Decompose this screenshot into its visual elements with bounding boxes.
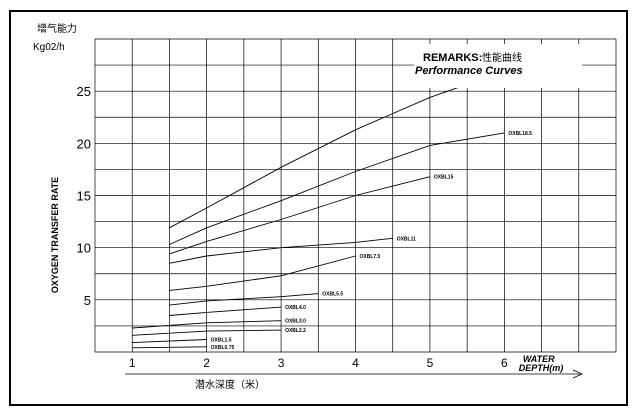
x-axis-label-en: WATER DEPTH(m) [519, 354, 564, 373]
series-layer [132, 70, 505, 349]
series-line-OXBL22 [169, 70, 505, 229]
y-unit-label: Kg02/h [33, 42, 65, 53]
series-line-OXBL5.5 [169, 293, 319, 306]
series-line-OXBL3.0 [132, 320, 282, 329]
y-tick-label: 15 [77, 189, 91, 204]
series-label-OXBL5.5: OXBL5.5 [322, 292, 343, 298]
x-axis-label-cn: 潜水深度（米） [195, 378, 265, 391]
series-label-OXBL0.75: OXBL0.75 [211, 345, 235, 351]
x-tick-label: 5 [427, 356, 434, 370]
remarks-box [414, 44, 582, 88]
series-label-OXBL3.0: OXBL3.0 [285, 319, 306, 325]
remarks-label: REMARKS: [423, 52, 482, 64]
series-label-OXBL18.5: OXBL18.5 [508, 131, 532, 137]
series-line-OXBL7.5 [169, 255, 356, 291]
remarks-en: Performance Curves [415, 65, 523, 77]
x-axis-arrowhead [572, 369, 583, 379]
x-tick-label: 1 [129, 356, 136, 370]
y-tick-label: 25 [77, 84, 91, 99]
chart-title: 增气能力 [37, 22, 77, 35]
series-label-OXBL11: OXBL11 [397, 236, 416, 242]
series-label-OXBL15: OXBL15 [434, 175, 454, 181]
y-axis-label: OXYGEN TRANSFER RATE [50, 177, 60, 293]
y-tick-label: 20 [77, 136, 91, 151]
series-line-OXBL11 [169, 237, 393, 264]
series-label-OXBL1.5: OXBL1.5 [211, 337, 232, 343]
series-line-OXBL2.2 [132, 329, 282, 336]
y-tick-label: 5 [84, 293, 91, 308]
series-line-OXBL1.5 [132, 339, 207, 344]
x-tick-label: 2 [203, 356, 210, 370]
series-label-OXBL7.5: OXBL7.5 [360, 254, 381, 260]
series-line-OXBL18.5 [169, 132, 505, 245]
chart-frame [9, 10, 628, 406]
tick-labels: 1 2 3 4 5 6 5 10 15 20 25 [77, 84, 508, 370]
y-tick-label: 10 [77, 241, 91, 256]
x-tick-label: 6 [501, 356, 508, 370]
x-axis-label-depth: DEPTH(m) [519, 363, 564, 373]
series-line-OXBL4.0 [169, 306, 282, 316]
x-tick-label: 4 [352, 356, 359, 370]
series-label-OXBL4.0: OXBL4.0 [285, 305, 306, 311]
x-tick-label: 3 [278, 356, 285, 370]
series-label-OXBL2.2: OXBL2.2 [285, 328, 306, 334]
x-axis-label-water: WATER [523, 354, 555, 364]
series-line-OXBL0.75 [132, 346, 207, 349]
remarks-cn: 性能曲线 [482, 51, 522, 64]
series-line-OXBL15 [169, 176, 431, 255]
